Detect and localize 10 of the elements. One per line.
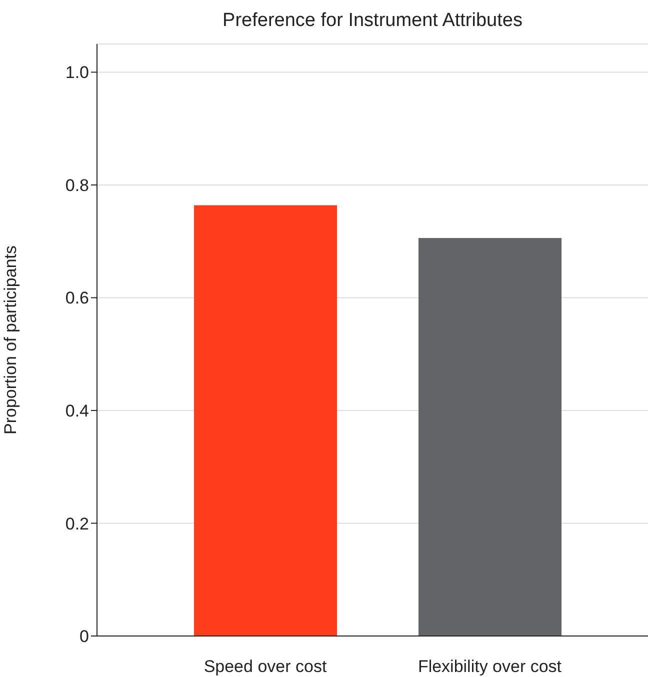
y-tick-label: 0.6 <box>65 288 89 308</box>
y-tick-label: 0.8 <box>65 176 89 195</box>
y-axis-title: Proportion of participants <box>1 246 20 434</box>
y-tick-label: 1.0 <box>65 63 89 82</box>
y-tick-label: 0 <box>80 627 89 646</box>
chart-title: Preference for Instrument Attributes <box>222 10 524 32</box>
y-tick-label: 0.4 <box>65 402 89 421</box>
x-tick-label: Flexibility over cost <box>418 657 562 676</box>
y-tick-label: 0.2 <box>65 514 89 534</box>
x-tick-label: Speed over cost <box>204 657 327 676</box>
